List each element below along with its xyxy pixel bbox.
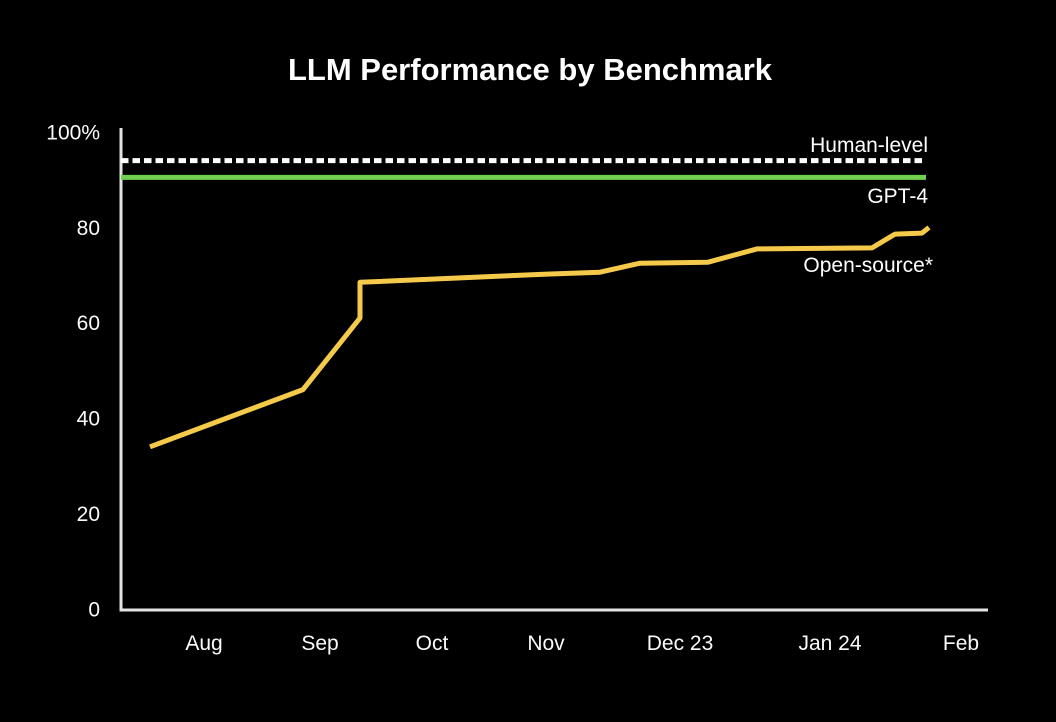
x-tick-label: Feb — [943, 632, 979, 655]
human-level-label: Human-level — [810, 134, 928, 157]
gpt4-label: GPT-4 — [867, 185, 928, 208]
reference-lines — [121, 158, 926, 180]
x-tick-label: Dec 23 — [647, 632, 714, 655]
y-tick-label: 60 — [77, 312, 100, 335]
x-tick-label: Oct — [416, 632, 449, 655]
x-tick-label: Aug — [185, 632, 222, 655]
y-tick-label: 0 — [88, 598, 100, 621]
x-axis-tick-labels: Aug Sep Oct Nov Dec 23 Jan 24 Feb — [185, 632, 979, 655]
x-tick-label: Sep — [301, 632, 338, 655]
y-axis-tick-labels: 100% 80 60 40 20 0 — [46, 121, 100, 621]
open-source-series-line — [149, 225, 931, 450]
x-tick-label: Jan 24 — [798, 632, 861, 655]
y-tick-label: 80 — [77, 217, 100, 240]
chart-title: LLM Performance by Benchmark — [288, 52, 773, 87]
x-tick-label: Nov — [527, 632, 565, 655]
y-tick-label: 100% — [46, 121, 100, 144]
open-source-label: Open-source* — [803, 254, 933, 277]
y-tick-label: 20 — [77, 503, 100, 526]
y-tick-label: 40 — [77, 408, 100, 431]
